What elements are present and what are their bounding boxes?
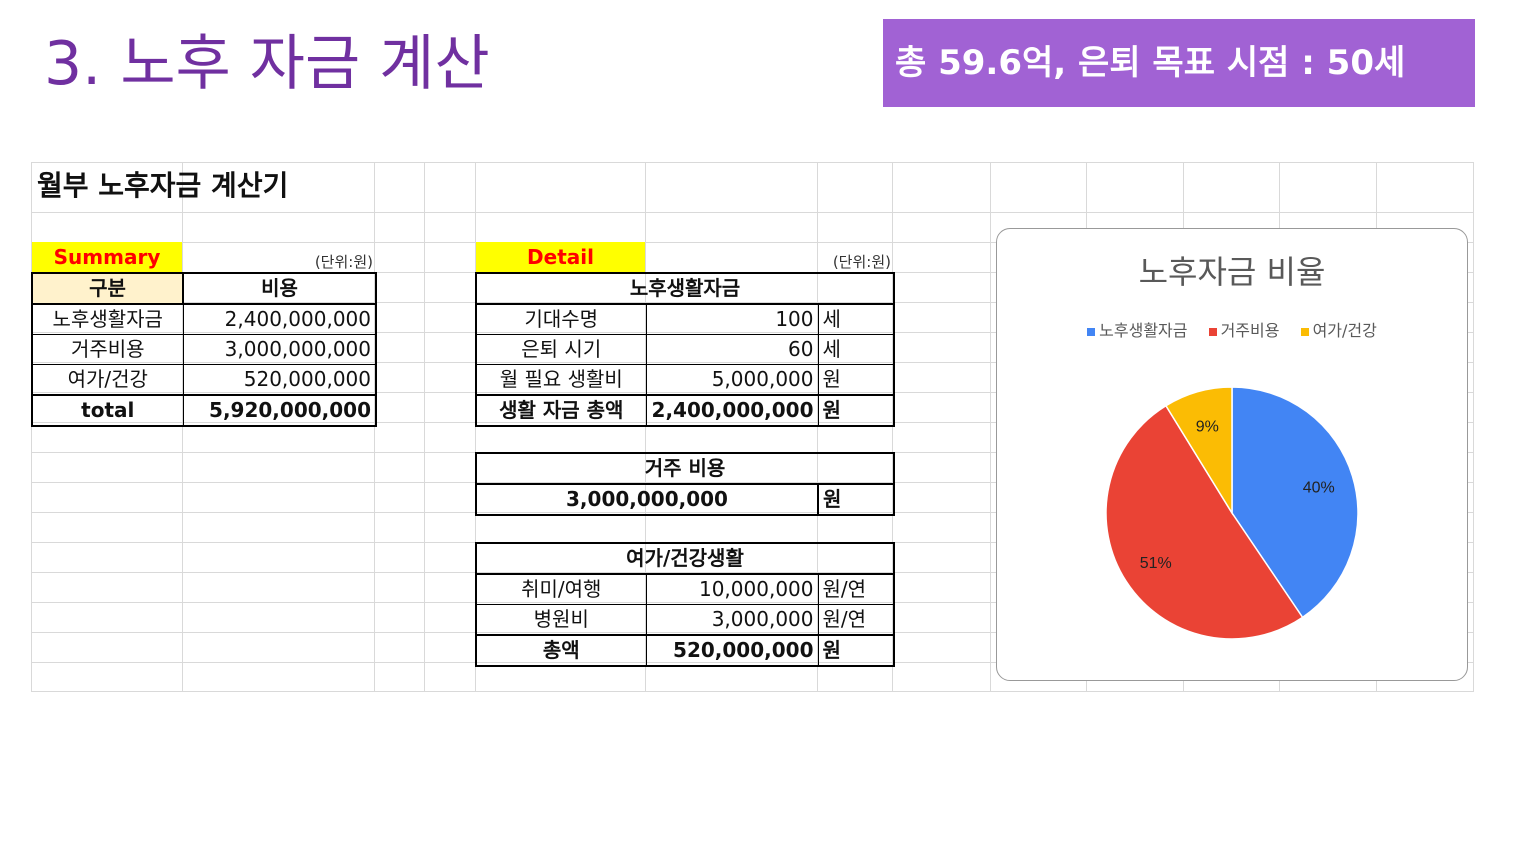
slice-leisure-health (1164, 386, 1233, 516)
leisure-health-header: 여가/건강생활 (474, 542, 896, 575)
leisure-health-table: 여가/건강생활 취미/여행 10,000,000 원/연 병원비 3,000,0… (474, 542, 896, 667)
goal-banner: 총 59.6억, 은퇴 목표 시점 : 50세 (883, 19, 1475, 107)
table-row: 은퇴 시기 60 세 (475, 334, 896, 365)
legend-swatch (1300, 327, 1309, 336)
detail-label: 월 필요 생활비 (475, 364, 647, 396)
detail-unit-cell: 원/연 (818, 574, 896, 605)
summary-tag: Summary (32, 242, 182, 272)
table-row: 거주비용 3,000,000,000 (31, 334, 377, 365)
legend-item: 거주비용 (1208, 317, 1280, 341)
detail-unit-cell: 세 (818, 334, 896, 365)
summary-table: 구분 비용 노후생활자금 2,400,000,000 거주비용 3,000,00… (31, 272, 377, 427)
living-total-unit: 원 (818, 394, 896, 427)
housing-cost-unit: 원 (816, 483, 896, 516)
summary-label: 노후생활자금 (31, 304, 184, 335)
living-total-row: 생활 자금 총액 2,400,000,000 원 (475, 394, 896, 427)
summary-value: 520,000,000 (183, 364, 377, 396)
table-row: 취미/여행 10,000,000 원/연 (475, 574, 896, 605)
slice-percent-label: 9% (1196, 419, 1219, 436)
chart-title: 노후자금 비율 (1138, 253, 1326, 291)
summary-col-cost: 비용 (182, 272, 377, 305)
living-total-value: 2,400,000,000 (646, 394, 819, 427)
leisure-total-row: 총액 520,000,000 원 (475, 634, 896, 667)
detail-unit-cell: 원/연 (818, 604, 896, 636)
detail-label: 취미/여행 (475, 574, 647, 605)
legend-item: 여가/건강 (1300, 317, 1377, 341)
living-total-label: 생활 자금 총액 (475, 394, 647, 427)
slice-living-expense (1231, 386, 1359, 619)
table-row: 기대수명 100 세 (475, 304, 896, 335)
housing-cost-value: 3,000,000,000 (475, 483, 819, 516)
legend-swatch (1087, 327, 1096, 336)
detail-value: 5,000,000 (646, 364, 819, 396)
summary-unit: (단위:원) (314, 253, 373, 271)
summary-total-value: 5,920,000,000 (183, 394, 377, 427)
summary-label: 거주비용 (31, 334, 184, 365)
leisure-total-value: 520,000,000 (646, 634, 819, 667)
detail-unit-cell: 원 (818, 364, 896, 396)
slice-housing-cost (1105, 404, 1304, 640)
legend-label: 여가/건강 (1312, 321, 1377, 340)
table-row: 여가/건강 520,000,000 (31, 364, 377, 396)
summary-value: 2,400,000,000 (183, 304, 377, 335)
legend-swatch (1208, 327, 1217, 336)
living-expense-table: 노후생활자금 기대수명 100 세 은퇴 시기 60 세 월 필요 생활비 5,… (474, 272, 896, 427)
page-title: 3. 노후 자금 계산 (44, 29, 490, 99)
legend-item: 노후생활자금 (1087, 317, 1187, 341)
detail-value: 60 (646, 334, 819, 365)
table-row: 병원비 3,000,000 원/연 (475, 604, 896, 636)
housing-cost-table: 거주 비용 3,000,000,000 원 (474, 452, 896, 516)
living-expense-header: 노후생활자금 (474, 272, 896, 305)
summary-total-row: total 5,920,000,000 (31, 394, 377, 427)
summary-value: 3,000,000,000 (183, 334, 377, 365)
calculator-title: 월부 노후자금 계산기 (37, 169, 289, 202)
detail-label: 병원비 (475, 604, 647, 636)
detail-value: 3,000,000 (646, 604, 819, 636)
table-row: 노후생활자금 2,400,000,000 (31, 304, 377, 335)
summary-col-category: 구분 (31, 272, 184, 305)
spreadsheet: 월부 노후자금 계산기 Summary (단위:원) 구분 비용 노후생활자금 … (31, 162, 1474, 692)
pie-svg: 40% 51% 9% (1105, 386, 1359, 640)
chart-legend: 노후생활자금 거주비용 여가/건강 (997, 317, 1467, 341)
detail-label: 기대수명 (475, 304, 647, 335)
detail-value: 10,000,000 (646, 574, 819, 605)
summary-label: 여가/건강 (31, 364, 184, 396)
detail-tag: Detail (476, 242, 645, 272)
detail-unit-cell: 세 (818, 304, 896, 335)
legend-label: 거주비용 (1220, 321, 1280, 340)
detail-unit: (단위:원) (832, 253, 891, 271)
detail-value: 100 (646, 304, 819, 335)
pie-chart: 노후자금 비율 노후생활자금 거주비용 여가/건강 40% 51% 9% (996, 228, 1468, 681)
slice-percent-label: 51% (1140, 555, 1172, 572)
housing-cost-header: 거주 비용 (474, 452, 896, 485)
table-row: 3,000,000,000 원 (475, 483, 896, 516)
leisure-total-label: 총액 (475, 634, 647, 667)
leisure-total-unit: 원 (818, 634, 896, 667)
slice-percent-label: 40% (1303, 479, 1335, 496)
table-row: 월 필요 생활비 5,000,000 원 (475, 364, 896, 396)
legend-label: 노후생활자금 (1099, 321, 1188, 340)
detail-label: 은퇴 시기 (475, 334, 647, 365)
summary-total-label: total (31, 394, 184, 427)
